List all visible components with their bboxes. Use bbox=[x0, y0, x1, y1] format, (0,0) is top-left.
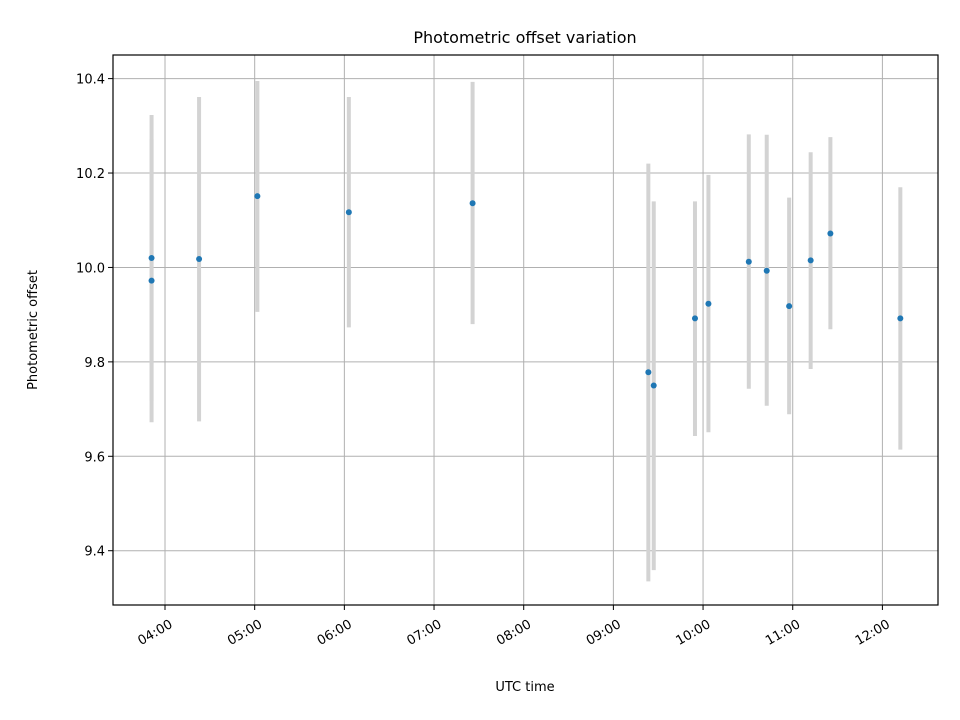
data-point bbox=[705, 300, 712, 307]
data-point bbox=[691, 315, 698, 322]
grid bbox=[113, 55, 938, 605]
chart-title: Photometric offset variation bbox=[413, 28, 636, 47]
data-point bbox=[254, 193, 261, 200]
data-point bbox=[148, 277, 155, 284]
x-tick-label: 05:00 bbox=[225, 617, 265, 649]
data-point bbox=[786, 303, 793, 310]
data-point bbox=[645, 369, 652, 376]
y-axis-label: Photometric offset bbox=[26, 270, 41, 390]
data-point bbox=[763, 267, 770, 274]
y-tick-label: 9.6 bbox=[84, 450, 105, 465]
x-axis-label: UTC time bbox=[495, 680, 554, 695]
x-tick-label: 12:00 bbox=[853, 617, 893, 649]
x-tick-label: 09:00 bbox=[584, 617, 624, 649]
x-tick-label: 07:00 bbox=[404, 617, 444, 649]
data-point bbox=[745, 258, 752, 265]
y-tick-label: 9.8 bbox=[84, 356, 105, 371]
y-tick-label: 10.0 bbox=[76, 261, 105, 276]
data-point bbox=[807, 257, 814, 264]
data-point bbox=[827, 230, 834, 237]
data-point bbox=[897, 315, 904, 322]
y-tick-label: 9.4 bbox=[84, 545, 105, 560]
data-point bbox=[196, 255, 203, 262]
x-axis-ticks: 04:00 05:00 06:00 07:00 08:00 09:00 10:00 11:00… bbox=[135, 605, 893, 649]
x-tick-label: 11:00 bbox=[763, 617, 803, 649]
data-point bbox=[650, 382, 657, 389]
y-tick-label: 10.4 bbox=[76, 73, 105, 88]
x-tick-label: 10:00 bbox=[674, 617, 714, 649]
error-bars bbox=[149, 80, 903, 582]
data-point bbox=[345, 209, 352, 216]
y-tick-label: 10.2 bbox=[76, 167, 105, 182]
x-tick-label: 08:00 bbox=[494, 617, 534, 649]
plot-frame bbox=[112, 54, 939, 606]
x-tick-label: 06:00 bbox=[315, 617, 355, 649]
y-axis-ticks: 9.4 9.6 9.8 10.0 10.2 10.4 bbox=[76, 73, 113, 560]
data-point bbox=[148, 255, 155, 262]
data-point bbox=[469, 200, 476, 207]
data-points bbox=[148, 193, 904, 389]
x-tick-label: 04:00 bbox=[135, 617, 175, 649]
